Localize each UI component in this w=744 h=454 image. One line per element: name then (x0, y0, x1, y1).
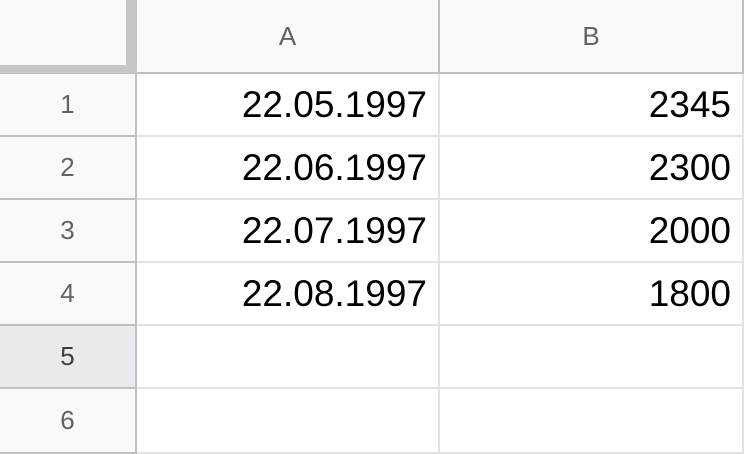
cell-a5[interactable] (137, 326, 440, 389)
cell-a4[interactable]: 22.08.1997 (137, 263, 440, 326)
cell-a3[interactable]: 22.07.1997 (137, 200, 440, 263)
cell-b1[interactable]: 2345 (440, 74, 744, 137)
row-header-5[interactable]: 5 (0, 326, 137, 389)
row-header-2[interactable]: 2 (0, 137, 137, 200)
row-header-1[interactable]: 1 (0, 74, 137, 137)
cell-b3[interactable]: 2000 (440, 200, 744, 263)
cell-a1[interactable]: 22.05.1997 (137, 74, 440, 137)
cell-a2[interactable]: 22.06.1997 (137, 137, 440, 200)
row-header-4[interactable]: 4 (0, 263, 137, 326)
column-header-b[interactable]: B (440, 0, 744, 74)
cell-b5[interactable] (440, 326, 744, 389)
cell-b4[interactable]: 1800 (440, 263, 744, 326)
column-header-a[interactable]: A (137, 0, 440, 74)
cell-b2[interactable]: 2300 (440, 137, 744, 200)
cell-a6[interactable] (137, 389, 440, 454)
row-header-6[interactable]: 6 (0, 389, 137, 454)
row-header-3[interactable]: 3 (0, 200, 137, 263)
cell-b6[interactable] (440, 389, 744, 454)
select-all-corner[interactable] (0, 0, 137, 74)
